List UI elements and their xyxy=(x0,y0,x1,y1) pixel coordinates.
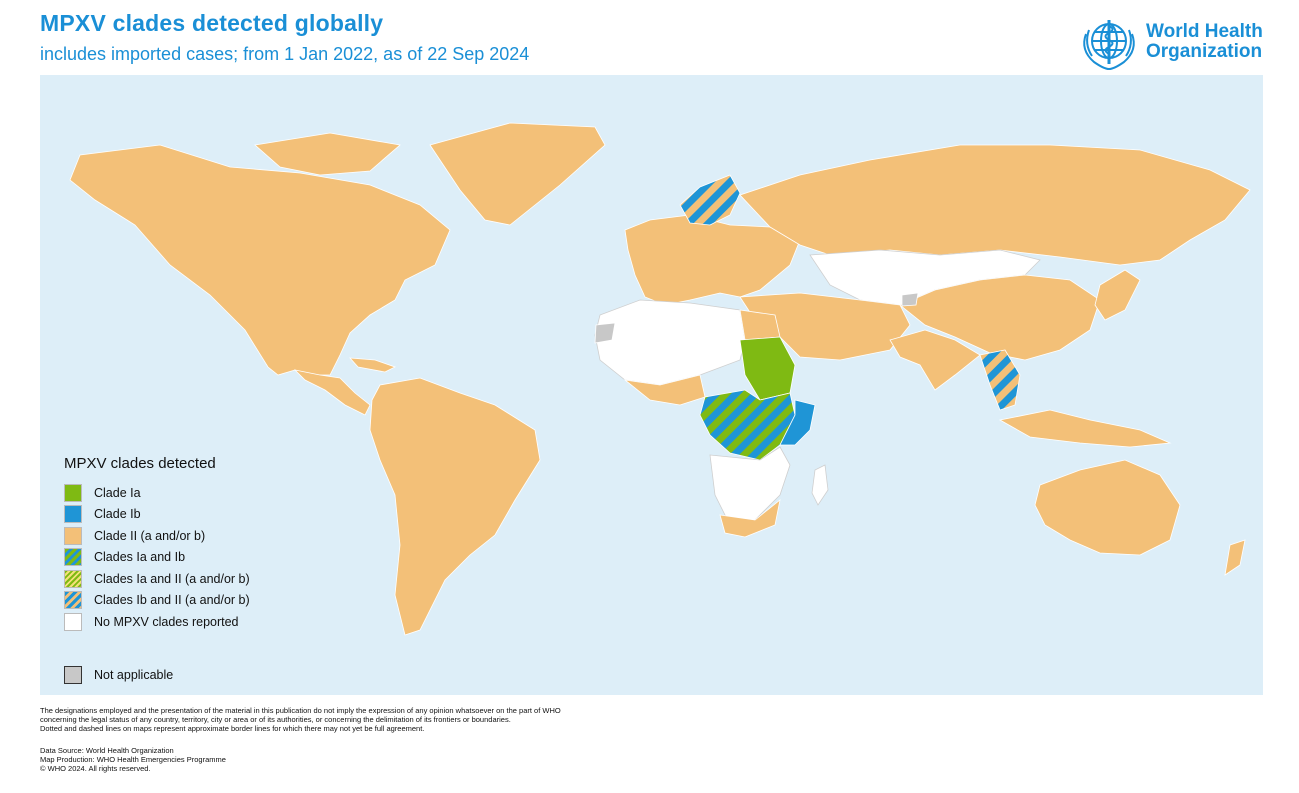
south-asia-region xyxy=(889,329,981,391)
who-wordmark-line2: Organization xyxy=(1146,41,1263,62)
source-line: © WHO 2024. All rights reserved. xyxy=(40,764,151,773)
source-line: Data Source: World Health Organization xyxy=(40,746,174,755)
world-map-svg xyxy=(69,122,1251,636)
legend-label: Clades Ib and II (a and/or b) xyxy=(94,593,250,608)
madagascar-region xyxy=(811,464,829,506)
southeast-asia-region xyxy=(979,349,1021,411)
sudan-region xyxy=(739,336,796,401)
maritime-asia-region xyxy=(998,409,1172,448)
legend-swatch-none xyxy=(64,612,82,631)
canada-arctic-islands xyxy=(254,132,401,176)
central-america-region xyxy=(293,369,371,416)
legend-item-not-applicable: Not applicable xyxy=(64,666,173,684)
greenland-region xyxy=(429,122,606,226)
legend-item-clades-ib-ii: Clades Ib and II (a and/or b) xyxy=(64,590,324,612)
who-wordmark: World Health Organization xyxy=(1146,22,1270,62)
legend-swatch-clades-ia-ii xyxy=(64,569,82,588)
australia-region xyxy=(1034,459,1181,556)
legend-swatch-clade-ib xyxy=(64,505,82,524)
legend-label: Clade Ia xyxy=(94,485,141,500)
legend-swatch-clades-ib-ii xyxy=(64,591,82,610)
egypt-region xyxy=(739,309,781,341)
legend-title: MPXV clades detected xyxy=(64,455,216,472)
who-wordmark-line1: World Health xyxy=(1146,21,1263,42)
western-sahara-region xyxy=(594,322,616,344)
legend-item-clades-ia-ib: Clades Ia and Ib xyxy=(64,547,324,569)
new-zealand-region xyxy=(1224,539,1246,576)
source-line: Map Production: WHO Health Emergencies P… xyxy=(40,755,226,764)
map-title: MPXV clades detected globally xyxy=(40,10,384,36)
disclaimer-line: The designations employed and the presen… xyxy=(40,706,561,715)
russia-region xyxy=(739,144,1251,266)
legend-swatch-clade-ia xyxy=(64,483,82,502)
legend-items: Clade Ia Clade Ib Clade II (a and/or b) … xyxy=(64,482,324,633)
china-region xyxy=(899,274,1101,361)
map-source: Data Source: World Health Organization M… xyxy=(40,746,440,773)
east-africa-region xyxy=(779,399,816,446)
kashmir-region xyxy=(901,292,919,307)
legend-item-clade-ia: Clade Ia xyxy=(64,482,324,504)
map-legend: MPXV clades detected Clade Ia Clade Ib C… xyxy=(64,455,324,633)
southern-africa-region xyxy=(709,446,791,526)
legend-label: Clade II (a and/or b) xyxy=(94,528,206,543)
south-america-region xyxy=(369,377,541,636)
legend-swatch-clades-ia-ib xyxy=(64,548,82,567)
disclaimer-line: Dotted and dashed lines on maps represen… xyxy=(40,724,425,733)
world-map xyxy=(40,75,1263,695)
north-america-region xyxy=(69,144,451,376)
legend-item-none: No MPXV clades reported xyxy=(64,611,324,633)
legend-item-clade-ib: Clade Ib xyxy=(64,504,324,526)
legend-label: Not applicable xyxy=(94,668,174,682)
disclaimer-line: concerning the legal status of any count… xyxy=(40,715,511,724)
scandinavia-region xyxy=(679,174,741,226)
legend-label: Clades Ia and Ib xyxy=(94,550,186,565)
who-logo: World Health Organization xyxy=(1078,14,1268,74)
legend-label: Clades Ia and II (a and/or b) xyxy=(94,571,250,586)
japan-region xyxy=(1094,269,1141,321)
map-disclaimer: The designations employed and the presen… xyxy=(40,706,680,733)
caribbean-region xyxy=(349,357,397,373)
legend-swatch-not-applicable xyxy=(64,666,82,684)
legend-swatch-clade-ii xyxy=(64,526,82,545)
who-emblem-icon xyxy=(1083,20,1135,71)
legend-label: Clade Ib xyxy=(94,507,141,522)
south-africa-region xyxy=(719,499,781,538)
legend-item-clades-ia-ii: Clades Ia and II (a and/or b) xyxy=(64,568,324,590)
legend-label: No MPXV clades reported xyxy=(94,614,239,629)
legend-item-clade-ii: Clade II (a and/or b) xyxy=(64,525,324,547)
north-africa-region xyxy=(594,299,746,386)
map-subtitle: includes imported cases; from 1 Jan 2022… xyxy=(40,44,530,64)
